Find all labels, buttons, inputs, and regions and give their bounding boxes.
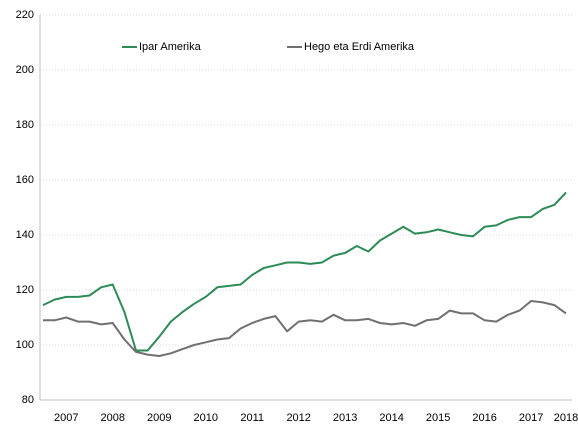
y-tick-label: 120 bbox=[16, 284, 34, 296]
legend-label: Ipar Amerika bbox=[139, 41, 202, 53]
x-tick-label: 2009 bbox=[147, 412, 171, 424]
x-tick-label: 2013 bbox=[333, 412, 357, 424]
x-tick-label: 2017 bbox=[519, 412, 543, 424]
y-tick-label: 220 bbox=[16, 9, 34, 21]
line-series bbox=[43, 300, 567, 357]
x-tick-label: 2016 bbox=[472, 412, 496, 424]
legend-label: Hego eta Erdi Amerika bbox=[304, 41, 415, 53]
x-tick-label: 2011 bbox=[240, 412, 264, 424]
y-tick-label: 140 bbox=[16, 229, 34, 241]
y-tick-label: 200 bbox=[16, 64, 34, 76]
y-tick-label: 160 bbox=[16, 174, 34, 186]
y-tick-label: 100 bbox=[16, 339, 34, 351]
line-series bbox=[42, 191, 567, 352]
x-tick-label: 2015 bbox=[426, 412, 450, 424]
x-tick-label: 2008 bbox=[100, 412, 124, 424]
x-tick-label: 2014 bbox=[379, 412, 403, 424]
y-tick-label: 80 bbox=[22, 394, 34, 406]
y-tick-label: 180 bbox=[16, 119, 34, 131]
x-tick-label: 2007 bbox=[54, 412, 78, 424]
x-tick-label: 2018 bbox=[554, 412, 578, 424]
x-tick-label: 2012 bbox=[286, 412, 310, 424]
x-tick-label: 2010 bbox=[193, 412, 217, 424]
